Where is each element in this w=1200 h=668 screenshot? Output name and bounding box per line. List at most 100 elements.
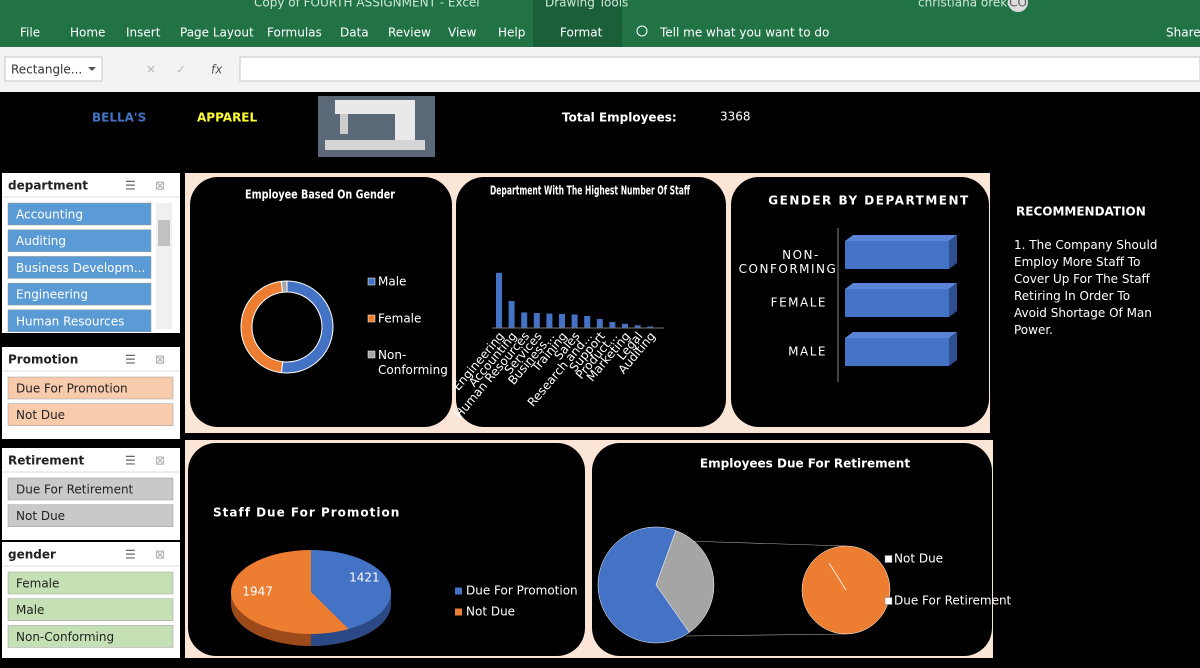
bar: [609, 322, 616, 328]
slicer-item-label: Accounting: [16, 208, 83, 222]
clear-filter-icon[interactable]: ⊠: [155, 179, 165, 193]
legend-label: Female: [378, 312, 421, 326]
gender-title: Employee Based On Gender: [245, 188, 395, 202]
ribbon-tab[interactable]: Home: [70, 26, 105, 40]
legend-swatch: [367, 350, 376, 359]
name-box[interactable]: [4, 56, 103, 82]
bar-side: [949, 283, 957, 317]
window-title: Copy of FOURTH ASSIGNMENT - Excel: [254, 0, 480, 10]
ribbon-tab[interactable]: Format: [560, 26, 603, 40]
pie-slice: [311, 550, 391, 630]
bar: [571, 314, 578, 328]
context-label: Drawing Tools: [545, 0, 628, 10]
bar: [496, 272, 502, 328]
connector: [685, 540, 847, 547]
slicer-item[interactable]: [7, 202, 152, 226]
slicer-item-label: Female: [16, 577, 59, 591]
pie-slice: [230, 550, 349, 635]
connector: [685, 633, 847, 637]
data-label: 1947: [242, 584, 273, 598]
slicer-item-label: Not Due: [16, 408, 65, 422]
slicer-item[interactable]: [7, 282, 152, 306]
gender-department-title: GENDER BY DEPARTMENT: [768, 194, 969, 208]
panel: [456, 177, 726, 427]
legend-swatch: [367, 314, 376, 323]
ribbon-tab[interactable]: File: [20, 26, 40, 40]
legend-swatch: [884, 597, 893, 605]
ribbon-tab[interactable]: View: [448, 26, 477, 40]
bar-top: [845, 332, 957, 338]
multi-select-icon[interactable]: ☰: [125, 179, 136, 193]
dropdown-arrow: [88, 67, 96, 71]
slicer-item[interactable]: [7, 625, 174, 648]
pie-slice: [655, 530, 715, 633]
slicer-title: Retirement: [8, 454, 84, 468]
clear-filter-icon[interactable]: ⊠: [155, 454, 165, 468]
bar: [533, 313, 540, 328]
legend-label: Non-Conforming: [378, 348, 448, 377]
avatar[interactable]: [1008, 0, 1028, 12]
total-label: Total Employees:: [562, 111, 677, 125]
recommendation-text: 1. The Company Should Employ More Staff …: [1014, 238, 1158, 337]
ribbon-tab[interactable]: Review: [388, 26, 431, 40]
clear-filter-icon[interactable]: ⊠: [155, 353, 165, 367]
bar: [634, 325, 641, 328]
slicer-title: Promotion: [8, 353, 78, 367]
slicer-item-label: Due For Promotion: [16, 382, 128, 396]
bar: [622, 323, 628, 328]
slicer: [2, 173, 180, 333]
slicer-item-label: Due For Retirement: [16, 483, 134, 497]
fx-icon[interactable]: fx: [211, 63, 223, 77]
y-tick-label: FEMALE: [771, 296, 827, 310]
slicer-item[interactable]: [7, 477, 174, 501]
tell-me[interactable]: Tell me what you want to do: [659, 26, 829, 40]
retirement-title: Employees Due For Retirement: [700, 457, 910, 471]
slicer-item[interactable]: [7, 403, 174, 426]
legend-label: Male: [378, 275, 406, 289]
formula-input[interactable]: [239, 56, 1200, 82]
recommendation-box: 1. The Company Should Employ More Staff …: [1014, 238, 1158, 337]
slicer-item[interactable]: [7, 229, 152, 252]
slicer-item[interactable]: [7, 504, 174, 527]
slicer-item[interactable]: [7, 256, 152, 279]
legend-swatch: [884, 555, 893, 563]
slicer-item[interactable]: [7, 376, 174, 400]
legend-label: Not Due: [466, 605, 515, 619]
legend-swatch: [455, 608, 462, 616]
y-tick-label: MALE: [788, 345, 827, 359]
format-tab-bg: [533, 0, 622, 47]
legend-swatch: [455, 587, 462, 595]
bar: [521, 312, 528, 328]
avatar-initials: CO: [1009, 0, 1027, 10]
name-box-text: Rectangle...: [11, 63, 82, 77]
ribbon-tab[interactable]: Data: [340, 26, 369, 40]
slicer-item-label: Not Due: [16, 509, 65, 523]
slice-edge: [828, 562, 847, 591]
bar: [546, 313, 553, 328]
slicer-title: gender: [8, 548, 56, 562]
ribbon-tab[interactable]: Help: [498, 26, 525, 40]
slicer-item-label: Engineering: [16, 288, 88, 302]
bar: [508, 301, 515, 328]
bulb-icon: [636, 25, 648, 37]
multi-select-icon[interactable]: ☰: [125, 548, 136, 562]
scroll-thumb[interactable]: [158, 220, 170, 246]
bar: [845, 338, 949, 366]
slicer-item[interactable]: [7, 309, 152, 333]
bar: [845, 289, 949, 317]
sewing-machine-image: [318, 96, 435, 157]
bar-side: [949, 235, 957, 269]
multi-select-icon[interactable]: ☰: [125, 454, 136, 468]
slicer-item[interactable]: [7, 571, 174, 595]
y-tick-label: NON-CONFORMING: [739, 248, 838, 276]
slicer-item[interactable]: [7, 598, 174, 621]
multi-select-icon[interactable]: ☰: [125, 353, 136, 367]
ribbon-tab[interactable]: Formulas: [267, 26, 322, 40]
bar: [647, 326, 654, 328]
clear-filter-icon[interactable]: ⊠: [155, 548, 165, 562]
bar-top: [845, 283, 957, 289]
share[interactable]: Share: [1166, 26, 1200, 40]
ribbon-tab[interactable]: Page Layout: [180, 26, 254, 40]
slicer-item-label: Human Resources: [16, 314, 124, 328]
ribbon-tab[interactable]: Insert: [126, 26, 161, 40]
